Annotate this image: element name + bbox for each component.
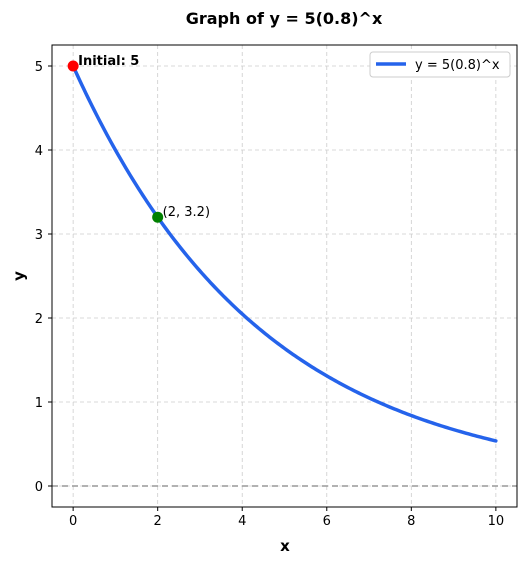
point-annotation-0: Initial: 5	[78, 54, 139, 69]
highlight-points: Initial: 5 (2, 3.2)	[67, 54, 210, 223]
y-tick-label: 3	[35, 228, 43, 243]
plot-frame	[51, 44, 518, 508]
grid	[52, 45, 517, 507]
highlight-point-1	[152, 211, 164, 223]
y-tick-label: 0	[35, 480, 43, 495]
highlight-point-0	[67, 60, 79, 72]
legend: y = 5(0.8)^x	[369, 51, 511, 78]
x-tick-label: 4	[238, 514, 246, 529]
x-tick-label: 6	[323, 514, 331, 529]
y-tick-label: 5	[35, 60, 43, 75]
legend-box	[369, 51, 511, 78]
axis-ticks: 0 2 4 6 8 10 0 1 2 3 4 5	[35, 60, 504, 529]
y-axis-label: y	[10, 271, 28, 281]
y-tick-label: 1	[35, 396, 43, 411]
legend-label: y = 5(0.8)^x	[415, 58, 500, 73]
x-tick-label: 0	[69, 514, 77, 529]
x-tick-label: 10	[488, 514, 505, 529]
x-tick-label: 2	[154, 514, 162, 529]
series-line	[71, 64, 498, 443]
x-tick-label: 8	[407, 514, 415, 529]
y-tick-label: 2	[35, 312, 43, 327]
point-annotation-1: (2, 3.2)	[163, 205, 210, 220]
series-layer	[71, 64, 498, 443]
chart-title: Graph of y = 5(0.8)^x	[186, 9, 383, 28]
y-tick-label: 4	[35, 144, 43, 159]
x-axis-label: x	[280, 537, 290, 555]
